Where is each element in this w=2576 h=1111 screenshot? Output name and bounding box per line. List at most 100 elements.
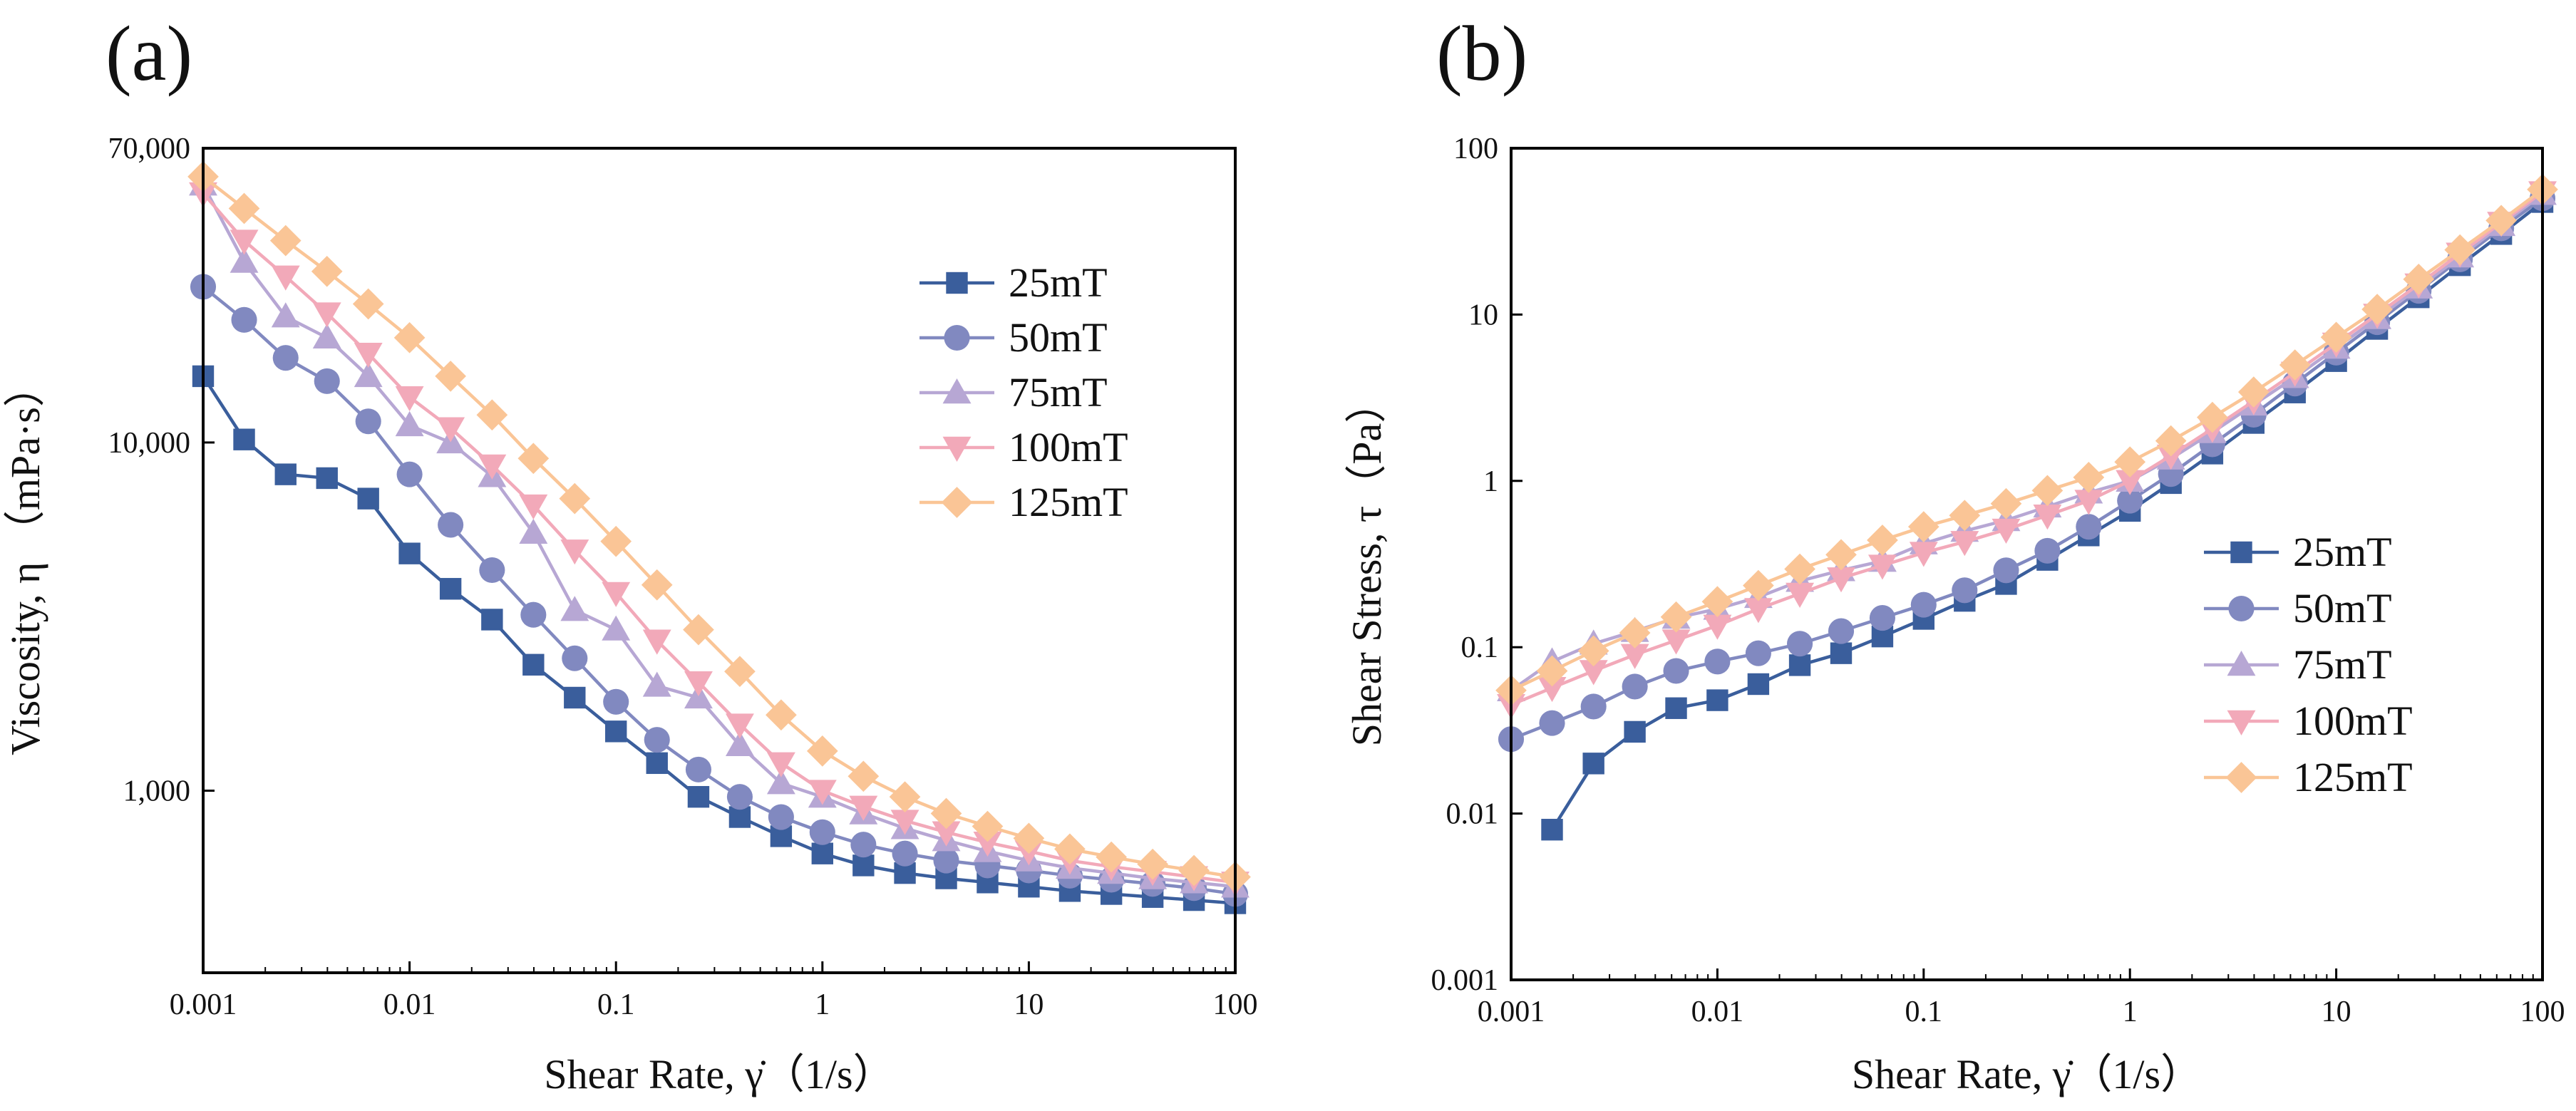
legend-marker: [942, 378, 972, 404]
data-point: [2155, 425, 2187, 457]
data-point: [726, 784, 753, 810]
legend-marker: [2230, 541, 2252, 564]
legend-marker: [942, 436, 972, 462]
data-point: [728, 806, 751, 828]
data-point: [892, 840, 918, 867]
x-tick-label: 0.001: [1478, 996, 1545, 1028]
tick-group: 0.001 0.01 0.1 1 10 100 1,000 10,000 70,000: [108, 133, 1258, 1021]
series-125mT: [1495, 174, 2558, 706]
data-point: [517, 443, 550, 475]
data-point: [1949, 500, 1981, 532]
data-point: [646, 752, 668, 775]
legend-marker: [944, 324, 970, 351]
series-50mT: [1498, 185, 2556, 753]
data-point: [2117, 487, 2143, 514]
data-point: [1992, 518, 2021, 544]
data-point: [1788, 654, 1811, 676]
data-point: [519, 518, 548, 544]
series-75mT: [189, 170, 1250, 898]
data-point: [1013, 822, 1045, 854]
data-point: [724, 656, 756, 688]
data-point: [269, 224, 302, 257]
data-point: [1704, 648, 1731, 675]
data-point: [852, 854, 875, 877]
legend-label: 100mT: [1009, 424, 1128, 470]
data-point: [478, 454, 507, 480]
data-point: [1706, 689, 1729, 711]
data-point: [1993, 557, 2019, 584]
data-point: [1909, 542, 1938, 567]
data-point: [1830, 642, 1853, 664]
data-point: [766, 699, 797, 731]
data-point: [1990, 487, 2022, 520]
y-tick-label: 1,000: [123, 775, 191, 808]
data-point: [560, 596, 589, 621]
data-point: [1825, 539, 1857, 571]
data-point: [2361, 294, 2393, 325]
y-tick-label: 10: [1468, 299, 1498, 331]
data-point: [809, 819, 835, 845]
y-axis-title: Shear Stress, τ（Pa）: [1344, 382, 1390, 746]
data-point: [1137, 848, 1168, 880]
data-point: [1907, 511, 1939, 543]
data-point: [685, 756, 711, 782]
data-point: [1703, 614, 1732, 640]
x-tick-label: 10: [2322, 996, 2351, 1028]
data-point: [1743, 598, 1773, 624]
data-point: [231, 306, 257, 333]
data-point: [2403, 264, 2435, 295]
shear-stress-chart: 0.001 0.01 0.1 1 10 100 0.001 0.01 0.1 1 10 100 Shea…: [1344, 133, 2565, 1097]
data-point: [1784, 553, 1815, 585]
data-point: [1828, 618, 1855, 644]
data-point: [1661, 629, 1691, 655]
legend-label: 25mT: [1009, 259, 1108, 306]
data-point: [973, 831, 1002, 857]
data-point: [1536, 655, 1568, 687]
x-tick-label: 1: [2123, 996, 2138, 1028]
legend-label: 125mT: [1009, 479, 1128, 525]
data-point: [642, 671, 671, 697]
data-point: [395, 410, 424, 437]
legend-label: 75mT: [2293, 641, 2392, 688]
series-75mT: [1497, 180, 2557, 701]
x-tick-label: 0.01: [1691, 996, 1744, 1028]
data-point: [1950, 531, 1979, 557]
y-tick-label: 100: [1453, 133, 1498, 165]
data-point: [355, 408, 381, 435]
data-point: [2033, 505, 2062, 530]
legend-label: 50mT: [2293, 585, 2392, 631]
data-point: [2116, 470, 2145, 495]
legend: 25mT 50mT 75mT 100mT 125mT: [2204, 529, 2413, 800]
data-point: [1786, 582, 1815, 608]
data-point: [439, 578, 462, 600]
data-point: [1867, 554, 1897, 580]
data-point: [1665, 697, 1687, 719]
data-point: [1577, 635, 1609, 667]
data-point: [1619, 617, 1651, 648]
data-point: [271, 302, 300, 328]
panel-b-label: (b): [1436, 10, 1527, 97]
data-point: [316, 467, 338, 490]
data-point: [1579, 660, 1608, 686]
data-point: [1745, 640, 1771, 666]
data-point: [2034, 537, 2061, 564]
data-point: [314, 368, 340, 394]
data-point: [562, 645, 588, 671]
legend-label: 125mT: [2293, 754, 2413, 800]
y-tick-label: 70,000: [108, 133, 191, 165]
legend-label: 50mT: [1009, 314, 1108, 361]
y-tick-label: 10,000: [108, 427, 191, 460]
data-point: [522, 653, 545, 676]
data-point: [312, 302, 341, 328]
data-point: [395, 386, 424, 412]
data-point: [1827, 567, 1855, 593]
data-point: [396, 461, 423, 487]
data-point: [2197, 401, 2228, 433]
data-point: [641, 569, 673, 601]
data-point: [1867, 525, 1898, 556]
data-point: [687, 785, 710, 808]
data-point: [520, 601, 547, 628]
data-point: [1663, 658, 1689, 684]
data-point: [2074, 490, 2103, 515]
